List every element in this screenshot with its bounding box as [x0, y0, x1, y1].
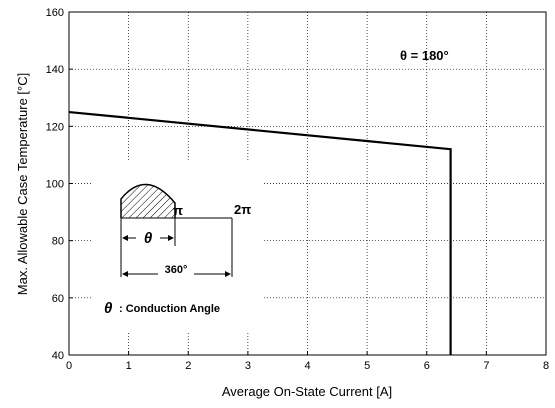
tick-marks [68, 11, 547, 356]
x-tick-label: 7 [483, 360, 489, 372]
inset-diagram: π 2π θ 360° θ : Conduction Angle [92, 160, 264, 332]
y-tick-label: 120 [46, 121, 64, 133]
y-tick-label: 140 [46, 64, 64, 76]
x-tick-label: 0 [66, 360, 72, 372]
two-pi-label: 2π [234, 202, 251, 217]
x-tick-label: 4 [304, 360, 310, 372]
series-group [68, 110, 452, 355]
theta-label: θ [144, 230, 153, 247]
pi-label: π [173, 203, 183, 218]
y-tick-label: 60 [52, 293, 64, 305]
y-tick-labels: 40 60 80 100 120 140 160 [46, 7, 64, 362]
x-tick-labels: 0 1 2 3 4 5 6 7 8 [66, 360, 549, 372]
y-axis-title: Max. Allowable Case Temperature [°C] [15, 73, 30, 295]
x-axis-title: Average On-State Current [A] [222, 384, 392, 399]
caption-text: : Conduction Angle [119, 303, 220, 315]
series-line [68, 110, 452, 355]
period-label: 360° [165, 264, 188, 276]
x-tick-label: 5 [364, 360, 370, 372]
x-tick-label: 3 [245, 360, 251, 372]
x-tick-label: 8 [543, 360, 549, 372]
y-tick-label: 80 [52, 236, 64, 248]
y-tick-label: 160 [46, 7, 64, 19]
period-label-bg [158, 262, 194, 276]
theta-annotation: θ = 180° [400, 48, 449, 63]
x-tick-label: 6 [424, 360, 430, 372]
y-tick-label: 100 [46, 179, 64, 191]
theta-arrowhead-right [168, 235, 174, 241]
theta-arrowhead-left [122, 235, 128, 241]
period-arrowhead-right [225, 271, 231, 277]
x-tick-label: 2 [185, 360, 191, 372]
sine-half-wave [120, 183, 176, 218]
x-tick-label: 1 [126, 360, 132, 372]
caption-theta-symbol: θ [104, 300, 113, 317]
conduction-hatch-area [121, 184, 175, 218]
y-tick-label: 40 [52, 350, 64, 362]
period-arrowhead-left [122, 271, 128, 277]
